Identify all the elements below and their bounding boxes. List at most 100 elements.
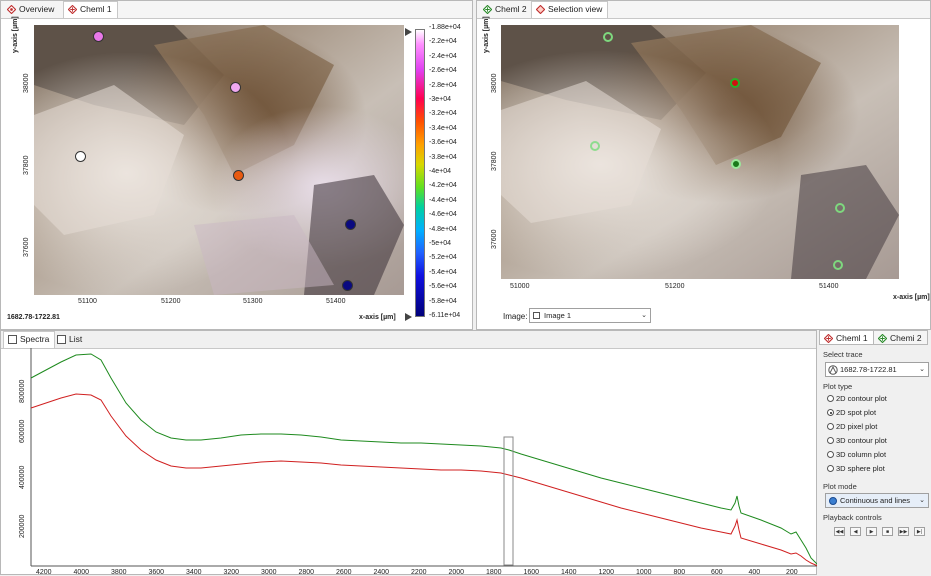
selection-marker-active[interactable]: [730, 78, 740, 88]
plot-mode-selector[interactable]: Continuous and lines ⌄: [825, 493, 929, 508]
radio-plot-type[interactable]: 2D contour plot: [827, 394, 887, 403]
spectrum-trace-green: [30, 353, 818, 566]
range-selector-band[interactable]: [503, 436, 514, 566]
radio-plot-type[interactable]: 2D pixel plot: [827, 422, 877, 431]
playback-first-button[interactable]: ◀◀: [834, 527, 845, 536]
spot-marker[interactable]: [233, 170, 244, 181]
spot-marker[interactable]: [345, 219, 356, 230]
plot-type-heading: Plot type: [823, 382, 853, 391]
x-tick: 600: [711, 569, 723, 576]
radio-dot-selected: [827, 409, 834, 416]
colorbar-top-handle[interactable]: [405, 28, 412, 36]
selection-marker[interactable]: [835, 203, 845, 213]
x-tick: 800: [673, 569, 686, 576]
playback-play-button[interactable]: ▶: [866, 527, 877, 536]
x-tick: 1400: [561, 569, 577, 576]
radio-plot-type[interactable]: 3D sphere plot: [827, 464, 885, 473]
x-tick: 200: [786, 569, 798, 576]
spot-marker[interactable]: [93, 31, 104, 42]
left-tabbar: Overview Cheml 1: [1, 1, 472, 19]
chemimap-green-icon: [878, 334, 887, 343]
colorbar-label: -5.6e+04: [429, 283, 457, 291]
x-tick: 51000: [510, 283, 530, 290]
x-tick: 2800: [298, 569, 315, 576]
select-trace-heading: Select trace: [823, 350, 863, 359]
radio-label: 3D contour plot: [836, 436, 887, 445]
playback-last-button[interactable]: ▶|: [914, 527, 925, 536]
spectra-plot[interactable]: [1, 348, 818, 576]
spot-marker[interactable]: [75, 151, 86, 162]
tab-overview[interactable]: Overview: [3, 2, 59, 17]
tab-spectra-label: Spectra: [20, 334, 50, 344]
overview-icon: [7, 5, 16, 14]
x-axis-label: x-axis [µm]: [359, 314, 396, 321]
x-tick: 1200: [598, 569, 615, 576]
x-tick: 3000: [261, 569, 277, 576]
microscope-image[interactable]: [34, 25, 404, 295]
tab-list[interactable]: List: [53, 332, 87, 347]
x-tick: 3200: [223, 569, 240, 576]
selection-marker[interactable]: [833, 260, 843, 270]
tab-side-chemi2[interactable]: Chemi 2: [873, 330, 928, 345]
colorbar-label: -2.4e+04: [429, 52, 457, 60]
plot-settings-panel: Cheml 1 Chemi 2 Select trace 1682.78-172…: [817, 330, 931, 575]
playback-next-button[interactable]: ▶▶: [898, 527, 909, 536]
colorbar-label: -5e+04: [429, 240, 451, 247]
colorbar-label: -1.88e+04: [429, 24, 461, 31]
tab-side-chemi2-label: Chemi 2: [890, 333, 922, 343]
trace-selector[interactable]: 1682.78-1722.81 ⌄: [825, 362, 929, 377]
tab-side-chemi1[interactable]: Cheml 1: [819, 330, 874, 345]
colorbar: [415, 29, 425, 317]
tab-spectra[interactable]: Spectra: [3, 331, 56, 348]
selection-marker-active[interactable]: [731, 159, 741, 169]
tab-selection-view[interactable]: Selection view: [531, 1, 609, 18]
radio-label: 2D contour plot: [836, 394, 887, 403]
x-tick: 2000: [448, 569, 465, 576]
selection-image[interactable]: [501, 25, 899, 279]
colorbar-label: -6.11e+04: [429, 312, 461, 319]
x-tick: 51200: [665, 283, 685, 290]
spot-marker[interactable]: [342, 280, 353, 291]
radio-plot-type[interactable]: 3D column plot: [827, 450, 886, 459]
radio-plot-type[interactable]: 2D spot plot: [827, 408, 876, 417]
playback-stop-button[interactable]: ■: [882, 527, 893, 536]
tab-chemi1[interactable]: Cheml 1: [63, 1, 118, 18]
spot-marker[interactable]: [230, 82, 241, 93]
chevron-down-icon: ⌄: [641, 312, 647, 319]
radio-plot-type[interactable]: 3D contour plot: [827, 436, 887, 445]
image-selector[interactable]: Image 1 ⌄: [529, 308, 651, 323]
chevron-down-icon: ⌄: [919, 497, 925, 504]
colorbar-label: -3e+04: [429, 96, 451, 103]
chemimap-icon: [824, 334, 833, 343]
tab-chemi1-label: Cheml 1: [80, 4, 112, 14]
colorbar-bottom-handle[interactable]: [405, 313, 412, 321]
image-selector-value: Image 1: [544, 311, 572, 320]
radio-label: 2D spot plot: [836, 408, 877, 417]
right-tabbar: Cheml 2 Selection view: [477, 1, 930, 19]
colorbar-label: -3.4e+04: [429, 124, 457, 132]
y-tick: 400000: [19, 465, 26, 489]
x-tick: 4200: [36, 569, 52, 576]
colorbar-label: -3.2e+04: [429, 110, 457, 118]
radio-label: 3D column plot: [836, 450, 887, 459]
tab-chemi2[interactable]: Cheml 2: [479, 2, 532, 17]
plot-mode-icon: [829, 497, 837, 505]
playback-prev-button[interactable]: ◀: [850, 527, 861, 536]
chemimap-icon: [68, 5, 77, 14]
x-tick: 2600: [336, 569, 352, 576]
tab-overview-label: Overview: [19, 4, 55, 14]
x-tick: 51100: [78, 298, 97, 305]
radio-label: 2D pixel plot: [836, 422, 878, 431]
x-axis-label: x-axis [µm]: [893, 294, 930, 301]
radio-dot: [827, 423, 834, 430]
selection-marker[interactable]: [603, 32, 613, 42]
plot-mode-value: Continuous and lines: [840, 496, 911, 505]
spectra-pane: Spectra List 800000 600000 400000 200000…: [0, 330, 818, 576]
x-tick: 400: [748, 569, 761, 576]
x-tick: 4000: [73, 569, 90, 576]
radio-dot: [827, 437, 834, 444]
y-tick: 38000: [491, 73, 498, 93]
selection-view-icon: [536, 5, 545, 14]
colorbar-label: -5.8e+04: [429, 297, 457, 305]
selection-marker[interactable]: [590, 141, 600, 151]
